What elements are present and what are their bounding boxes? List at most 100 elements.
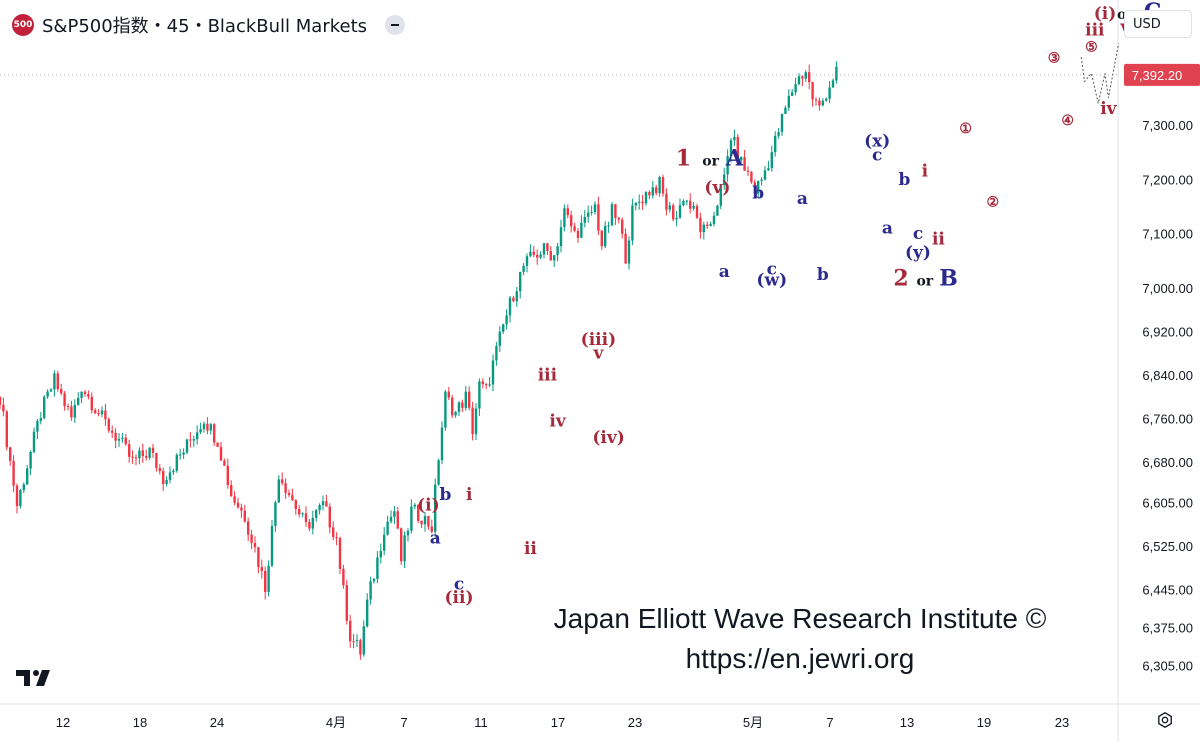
candle-body [498, 331, 501, 346]
candle-body [298, 508, 301, 515]
candle-body [80, 391, 83, 398]
x-tick-label: 23 [628, 715, 642, 730]
wave-label: iv [549, 412, 566, 432]
candle-body [464, 391, 467, 408]
x-tick-label: 4月 [326, 715, 346, 730]
candle-body [648, 192, 651, 196]
watermark-line2: https://en.jewri.org [686, 643, 915, 674]
candle-body [590, 211, 593, 213]
candle-body [66, 406, 70, 408]
currency-selector[interactable]: USD [1124, 10, 1192, 38]
candle-body [124, 437, 127, 445]
candle-body [474, 408, 478, 435]
candle-body [597, 204, 600, 231]
candle-body [206, 423, 209, 431]
candle-body [678, 205, 682, 218]
settings-gear-icon[interactable] [1156, 711, 1174, 729]
last-price-label: 7,392.20 [1132, 68, 1183, 83]
candle-body [202, 423, 206, 430]
candle-body [726, 156, 729, 175]
wave-label: ③ [1048, 51, 1061, 67]
candle-body [794, 84, 797, 93]
candle-body [372, 578, 376, 582]
candle-body [784, 107, 787, 114]
candle-body [430, 526, 433, 532]
candle-body [328, 506, 331, 528]
candle-body [213, 424, 216, 443]
candle-body [196, 432, 199, 440]
candle-body [593, 204, 597, 212]
candle-body [753, 182, 756, 194]
candle-body [43, 396, 46, 419]
candle-body [675, 217, 678, 220]
candle-body [260, 567, 263, 571]
candle-body [304, 513, 308, 522]
y-tick-label: 6,680.00 [1142, 455, 1193, 470]
wave-label: (w) [756, 270, 787, 290]
candle-body [70, 406, 73, 418]
candle-body [264, 570, 267, 592]
wave-label: i [466, 485, 473, 505]
candle-body [780, 113, 784, 133]
wave-label: a [430, 528, 441, 548]
candle-body [185, 439, 189, 453]
candle-body [821, 100, 824, 106]
candle-body [740, 157, 743, 161]
candle-body [267, 565, 270, 592]
candle-body [114, 432, 117, 441]
candle-body [505, 315, 508, 325]
candle-body [223, 460, 226, 466]
candle-body [247, 521, 250, 535]
candle-body [760, 179, 763, 181]
candle-body [746, 170, 750, 172]
candle-body [825, 98, 828, 101]
tradingview-logo-icon[interactable] [16, 666, 56, 686]
candle-body [104, 410, 107, 420]
candle-body [525, 256, 529, 266]
candle-body [253, 542, 257, 548]
candle-body [729, 140, 733, 157]
candle-body [553, 255, 556, 261]
candle-body [226, 465, 229, 486]
x-tick-label: 19 [977, 715, 991, 730]
candle-body [719, 185, 722, 206]
wave-label: c [913, 224, 923, 244]
candle-body [634, 202, 637, 206]
candle-body [617, 217, 620, 220]
candle-body [811, 82, 814, 100]
collapse-icon[interactable] [385, 15, 406, 35]
wave-label: or [702, 154, 719, 170]
candle-body [712, 215, 716, 225]
candle-body [502, 324, 505, 332]
candle-body [19, 490, 22, 507]
candle-body [532, 251, 535, 256]
y-tick-label: 6,760.00 [1142, 411, 1193, 426]
candle-body [444, 391, 447, 428]
candle-body [162, 471, 165, 484]
candle-body [512, 297, 515, 302]
candle-body [250, 534, 253, 543]
candle-body [828, 87, 831, 99]
candle-body [400, 528, 403, 562]
candle-body [787, 95, 790, 108]
candle-body [355, 640, 359, 642]
symbol-title[interactable]: S&P500指数・45・BlackBull Markets [42, 16, 368, 37]
candle-body [835, 66, 838, 81]
candle-body [383, 534, 386, 551]
y-tick-label: 6,445.00 [1142, 583, 1193, 598]
candle-body [301, 513, 304, 515]
wave-label: b [817, 265, 829, 285]
wave-label: b [439, 485, 451, 505]
x-tick-label: 5月 [743, 715, 763, 730]
wave-label: (iv) [592, 428, 624, 448]
candle-body [321, 501, 325, 506]
candle-body [818, 100, 821, 106]
candle-body [658, 177, 661, 194]
candle-body [335, 536, 338, 539]
candle-body [117, 438, 121, 441]
candle-body [325, 501, 328, 507]
candle-body [814, 99, 818, 101]
watermark-line1: Japan Elliott Wave Research Institute © [554, 603, 1047, 634]
y-tick-label: 6,375.00 [1142, 621, 1193, 636]
